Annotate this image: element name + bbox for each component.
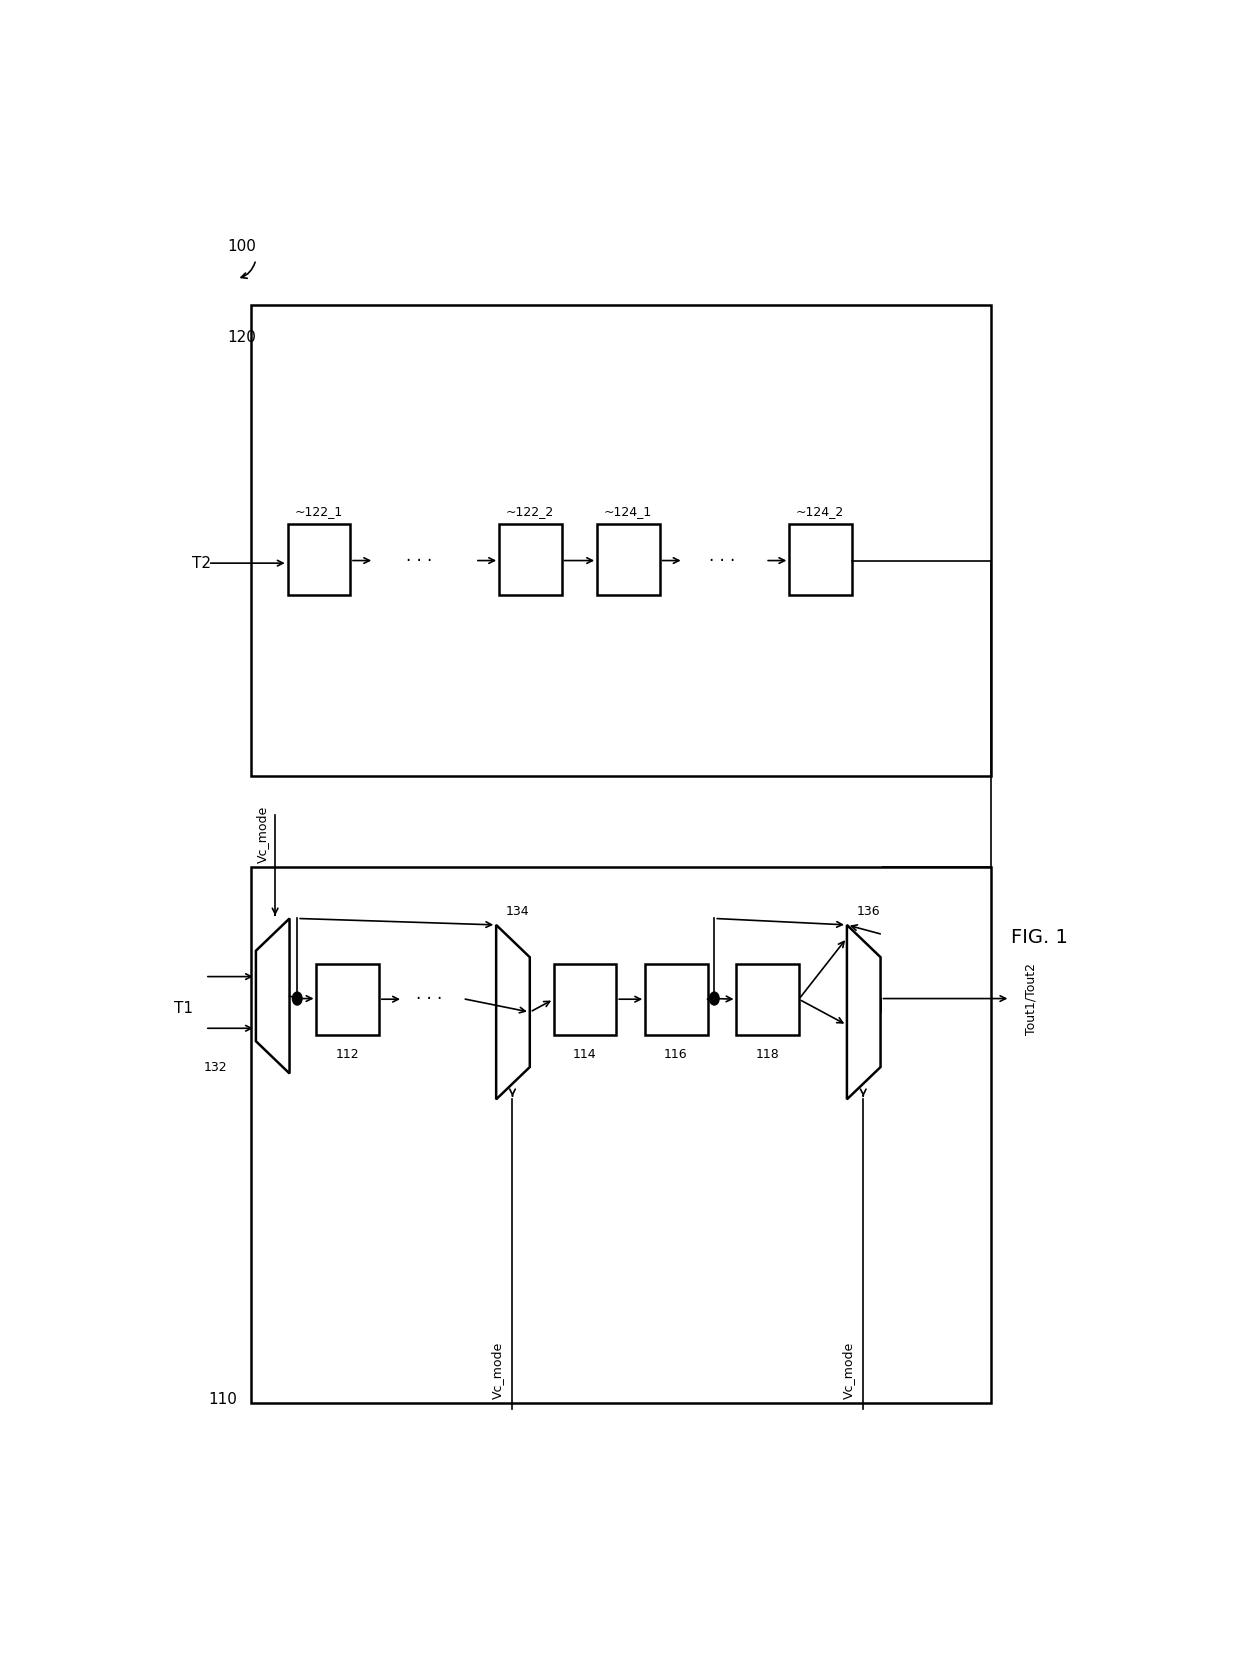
- Text: ~122_2: ~122_2: [506, 505, 554, 519]
- Bar: [250, 868, 991, 1403]
- Bar: [250, 305, 991, 777]
- Text: 134: 134: [506, 906, 529, 918]
- Text: 116: 116: [665, 1047, 688, 1060]
- Text: ~124_2: ~124_2: [796, 505, 844, 519]
- Text: 120: 120: [227, 329, 255, 344]
- Text: Vc_mode: Vc_mode: [491, 1342, 505, 1399]
- Text: T2: T2: [191, 555, 211, 571]
- Text: 112: 112: [335, 1047, 360, 1060]
- Bar: [554, 963, 616, 1035]
- Bar: [498, 524, 562, 596]
- Text: · · ·: · · ·: [415, 990, 441, 1007]
- Circle shape: [709, 992, 719, 1005]
- Polygon shape: [496, 925, 529, 1099]
- Text: Vc_mode: Vc_mode: [255, 805, 269, 862]
- Bar: [316, 963, 379, 1035]
- Bar: [645, 963, 708, 1035]
- Text: 118: 118: [755, 1047, 779, 1060]
- Text: T1: T1: [175, 1002, 193, 1017]
- Text: ~122_1: ~122_1: [294, 505, 342, 519]
- Polygon shape: [847, 925, 880, 1099]
- Text: 114: 114: [573, 1047, 596, 1060]
- Text: · · ·: · · ·: [709, 552, 735, 569]
- Bar: [737, 963, 799, 1035]
- Bar: [789, 524, 852, 596]
- Text: Tout1/Tout2: Tout1/Tout2: [1024, 963, 1038, 1035]
- Text: ~124_1: ~124_1: [604, 505, 652, 519]
- Text: 110: 110: [208, 1391, 237, 1406]
- Text: FIG. 1: FIG. 1: [1011, 928, 1068, 948]
- Bar: [596, 524, 660, 596]
- Text: 132: 132: [203, 1060, 227, 1074]
- Bar: [288, 524, 350, 596]
- Text: 136: 136: [857, 906, 880, 918]
- Text: Vc_mode: Vc_mode: [842, 1342, 856, 1399]
- Circle shape: [293, 992, 303, 1005]
- Text: · · ·: · · ·: [407, 552, 433, 569]
- Polygon shape: [255, 918, 290, 1074]
- Text: 100: 100: [227, 238, 255, 253]
